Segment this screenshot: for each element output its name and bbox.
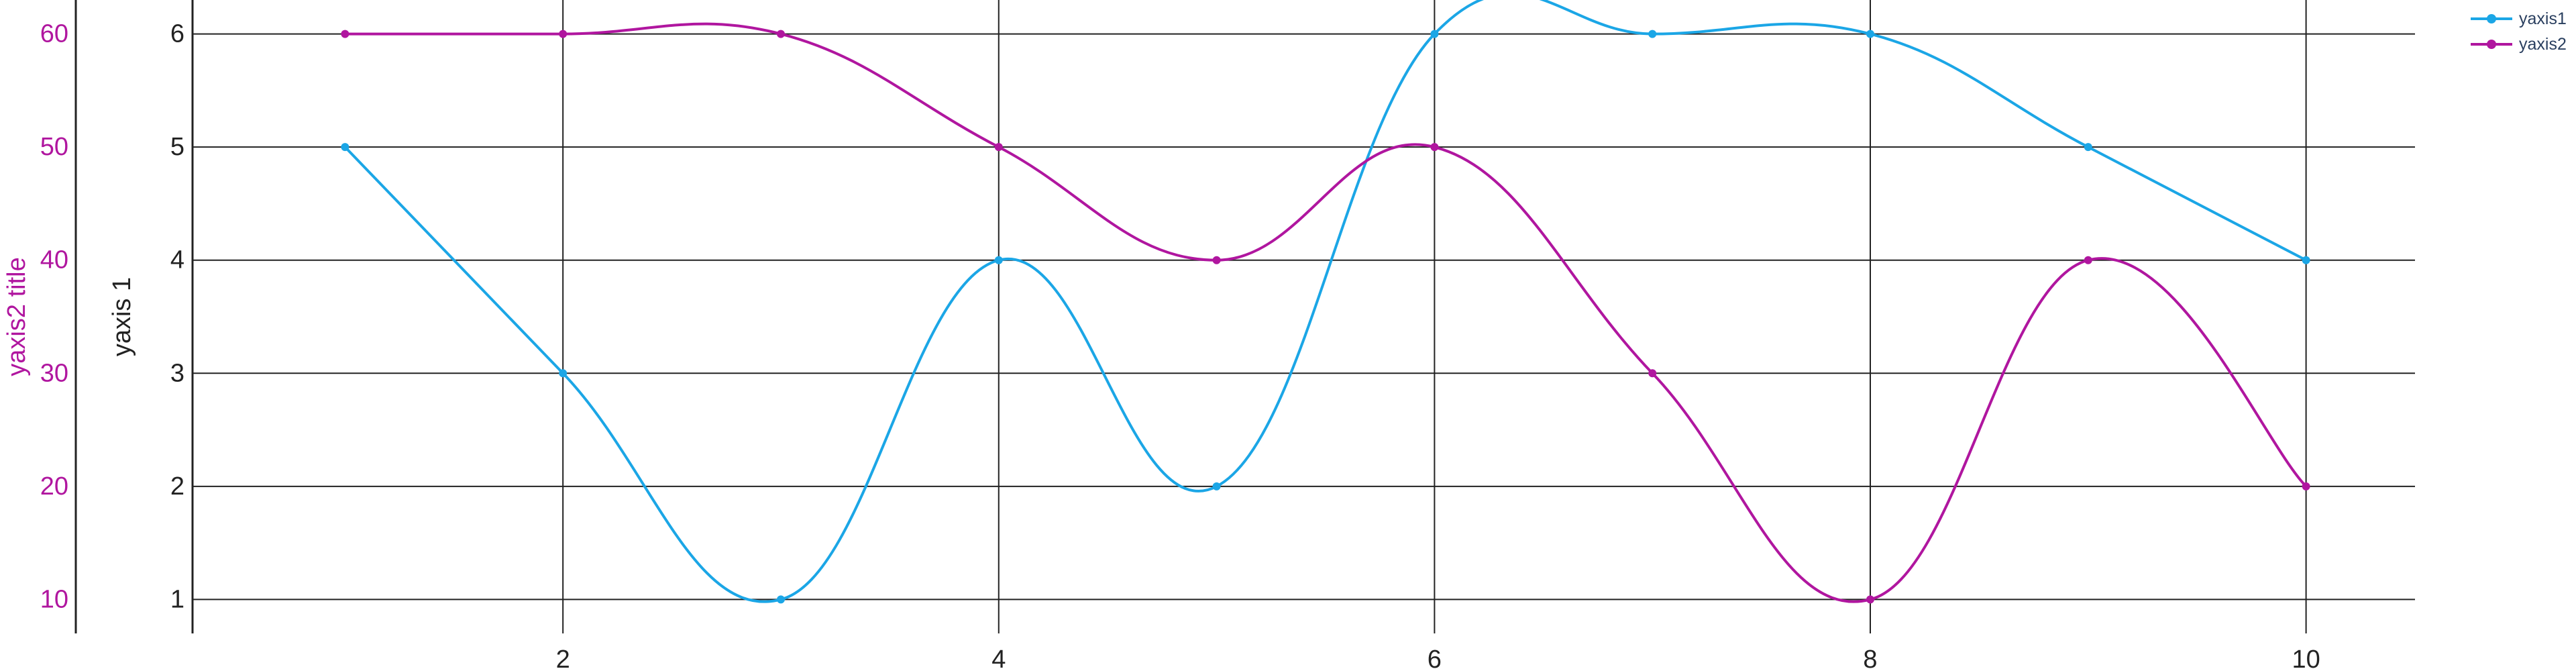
yaxis1-point xyxy=(559,369,568,378)
legend-item-yaxis1[interactable]: yaxis1 xyxy=(2471,9,2567,28)
yaxis1-point xyxy=(341,143,350,152)
grid-lines xyxy=(193,0,2415,633)
yaxis2-point xyxy=(1648,369,1657,378)
y2-tick-label: 40 xyxy=(40,246,68,274)
y1-tick-label: 6 xyxy=(170,20,184,48)
y2-tick-label: 60 xyxy=(40,20,68,48)
axes: 1 2 3 4 5 6 10 20 30 40 50 60 2 4 6 8 10 yaxis 1 yaxis2 ti… xyxy=(3,0,2320,671)
y2-tick-label: 20 xyxy=(40,472,68,501)
series-layer xyxy=(341,0,2310,604)
yaxis1-point xyxy=(1866,30,1874,38)
legend[interactable]: yaxis1 yaxis2 xyxy=(2471,9,2567,54)
yaxis1-point xyxy=(1212,482,1221,491)
y1-tick-label: 4 xyxy=(170,246,184,274)
yaxis2-point xyxy=(776,30,785,38)
y1-tick-label: 5 xyxy=(170,133,184,161)
yaxis2-point xyxy=(2084,256,2092,264)
y2-tick-label: 10 xyxy=(40,585,68,613)
x-tick-label: 6 xyxy=(1428,646,1442,671)
yaxis2-point xyxy=(341,30,350,38)
y2-tick-label: 30 xyxy=(40,359,68,387)
yaxis1-point xyxy=(994,256,1003,264)
legend-label: yaxis1 xyxy=(2519,9,2567,28)
y1-tick-label: 2 xyxy=(170,472,184,501)
yaxis1-point xyxy=(776,595,785,604)
yaxis1-line xyxy=(343,0,2307,603)
y2-axis-title: yaxis2 title xyxy=(3,257,31,376)
legend-item-yaxis2[interactable]: yaxis2 xyxy=(2471,35,2567,54)
legend-label: yaxis2 xyxy=(2519,35,2567,54)
yaxis2-point xyxy=(1212,256,1221,264)
x-tick-label: 8 xyxy=(1863,646,1877,671)
yaxis1-point xyxy=(1430,30,1439,38)
yaxis1-point xyxy=(2302,256,2310,264)
y1-tick-label: 3 xyxy=(170,359,184,387)
yaxis2-point xyxy=(1866,595,1874,604)
legend-swatch-marker xyxy=(2487,14,2496,23)
x-tick-label: 2 xyxy=(556,646,570,671)
yaxis2-line xyxy=(345,22,2308,603)
yaxis1-point xyxy=(2084,143,2092,152)
y2-tick-label: 50 xyxy=(40,133,68,161)
y1-tick-label: 1 xyxy=(170,585,184,613)
y1-axis-title: yaxis 1 xyxy=(108,277,136,356)
yaxis2-point xyxy=(2302,482,2310,491)
legend-swatch-marker xyxy=(2487,40,2496,49)
yaxis2-point xyxy=(994,143,1003,152)
x-tick-label: 10 xyxy=(2292,646,2320,671)
x-tick-label: 4 xyxy=(991,646,1006,671)
yaxis2-point xyxy=(1430,143,1439,152)
yaxis1-point xyxy=(1648,30,1657,38)
yaxis2-point xyxy=(559,30,568,38)
